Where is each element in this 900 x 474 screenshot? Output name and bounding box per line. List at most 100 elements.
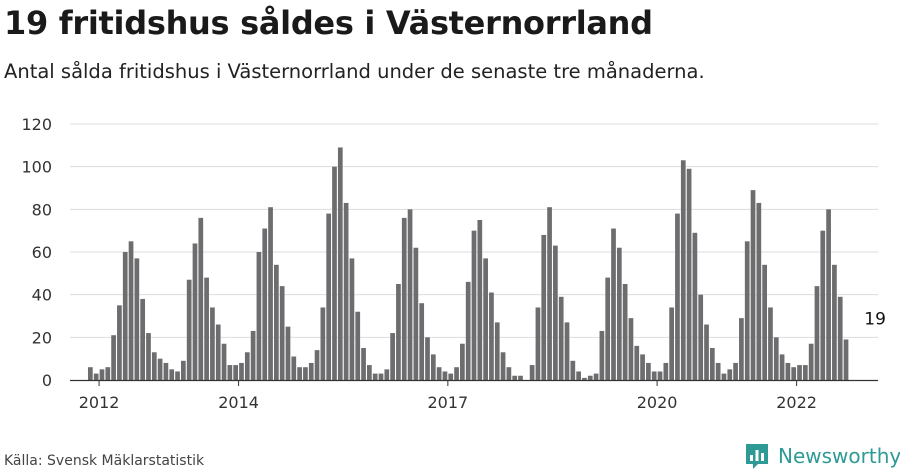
bar	[692, 232, 698, 380]
bar	[611, 228, 616, 380]
bar	[419, 303, 425, 380]
bar	[837, 296, 843, 380]
bar	[425, 337, 430, 380]
bar	[773, 337, 779, 380]
bar	[337, 147, 343, 380]
y-tick-label: 20	[32, 328, 52, 347]
bar	[221, 343, 227, 380]
bar	[587, 375, 593, 380]
bar	[535, 307, 541, 380]
bar	[128, 241, 134, 380]
bar	[198, 217, 204, 380]
newsworthy-brand[interactable]: Newsworthy	[744, 442, 900, 470]
bar	[680, 160, 686, 380]
bar	[477, 220, 483, 380]
bar	[727, 369, 733, 380]
bar	[605, 277, 611, 380]
bar	[808, 343, 814, 380]
bar	[175, 371, 180, 380]
bar	[279, 286, 285, 380]
bar	[715, 362, 721, 380]
bar	[593, 373, 599, 380]
bar	[215, 324, 221, 380]
bar	[250, 330, 256, 380]
bar	[506, 367, 512, 380]
bar	[791, 367, 797, 380]
bar	[582, 377, 587, 380]
bar	[704, 324, 709, 380]
bar	[814, 286, 820, 380]
bar	[762, 264, 768, 380]
bar	[739, 318, 744, 380]
bar	[518, 375, 523, 380]
bar	[442, 371, 448, 380]
bar	[186, 279, 192, 380]
bar	[640, 354, 645, 380]
x-tick-label: 2022	[776, 393, 817, 412]
source-note: Källa: Svensk Mäklarstatistik	[4, 453, 205, 469]
bar	[140, 298, 146, 380]
bar	[832, 264, 837, 380]
bar	[262, 228, 268, 380]
bar	[529, 365, 535, 380]
bar	[308, 362, 314, 380]
bar	[407, 209, 413, 380]
x-tick-label: 2020	[637, 393, 678, 412]
bar	[553, 245, 558, 380]
bar	[285, 326, 291, 380]
bar	[87, 367, 93, 380]
bar	[111, 335, 116, 380]
bar	[268, 207, 273, 380]
x-axis-ticks: 2012 2014 2017 2020 2022	[79, 380, 817, 412]
brand-name: Newsworthy	[778, 444, 900, 468]
y-axis-ticks: 0 20 40 60 80 100 120	[21, 115, 52, 390]
y-tick-label: 60	[32, 243, 52, 262]
bar	[384, 369, 390, 380]
bar	[233, 365, 239, 380]
bar	[430, 354, 436, 380]
bar	[355, 311, 361, 380]
bar	[448, 373, 454, 380]
bar	[616, 247, 622, 380]
bar	[564, 322, 570, 380]
chart-subtitle: Antal sålda fritidshus i Västernorrland …	[4, 60, 705, 83]
bar	[372, 373, 378, 380]
bar	[547, 207, 552, 380]
bar	[622, 284, 628, 380]
bar	[744, 241, 750, 380]
bar	[314, 350, 320, 380]
bar	[465, 281, 471, 380]
bar	[709, 348, 715, 380]
bar	[628, 318, 634, 380]
bar	[576, 371, 581, 380]
bar	[512, 375, 518, 380]
bar	[401, 217, 407, 380]
bar	[151, 352, 157, 380]
bar	[122, 252, 128, 380]
bar	[599, 330, 605, 380]
y-tick-label: 40	[32, 286, 52, 305]
bar	[698, 294, 704, 380]
bar	[93, 373, 99, 380]
bar	[657, 371, 663, 380]
bar	[843, 339, 849, 380]
bar	[256, 252, 262, 380]
bar	[396, 284, 401, 380]
bar	[785, 362, 791, 380]
bar	[244, 352, 250, 380]
bar	[291, 356, 297, 380]
bar-chart: 0 20 40 60 80 100 120 2012 2014 2017 2020 2022 19	[21, 115, 887, 412]
bar	[454, 367, 459, 380]
bar	[349, 258, 355, 380]
bar	[494, 322, 500, 380]
bar	[134, 258, 140, 380]
bar	[460, 343, 465, 380]
x-tick-label: 2014	[218, 393, 259, 412]
bar	[483, 258, 488, 380]
bar	[826, 209, 831, 380]
bar	[686, 168, 692, 380]
bar	[274, 264, 279, 380]
y-tick-label: 80	[32, 200, 52, 219]
y-tick-label: 120	[21, 115, 52, 134]
bar	[343, 202, 349, 380]
